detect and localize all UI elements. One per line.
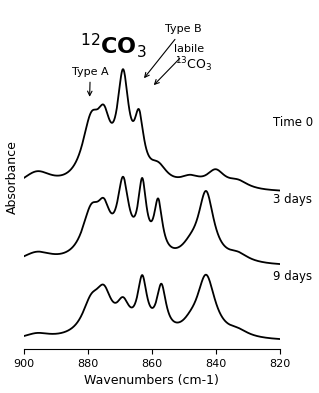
Text: labile: labile bbox=[155, 44, 204, 84]
Text: Type A: Type A bbox=[72, 67, 109, 95]
X-axis label: Wavenumbers (cm-1): Wavenumbers (cm-1) bbox=[84, 375, 219, 387]
Text: 9 days: 9 days bbox=[273, 270, 312, 283]
Text: $^{12}$CO$_3$: $^{12}$CO$_3$ bbox=[80, 31, 147, 60]
Text: 3 days: 3 days bbox=[273, 193, 312, 206]
Y-axis label: Absorbance: Absorbance bbox=[5, 140, 19, 214]
Text: Time 0: Time 0 bbox=[273, 116, 313, 129]
Text: $^{13}$CO$_3$: $^{13}$CO$_3$ bbox=[175, 56, 212, 74]
Text: Type B: Type B bbox=[145, 24, 201, 77]
